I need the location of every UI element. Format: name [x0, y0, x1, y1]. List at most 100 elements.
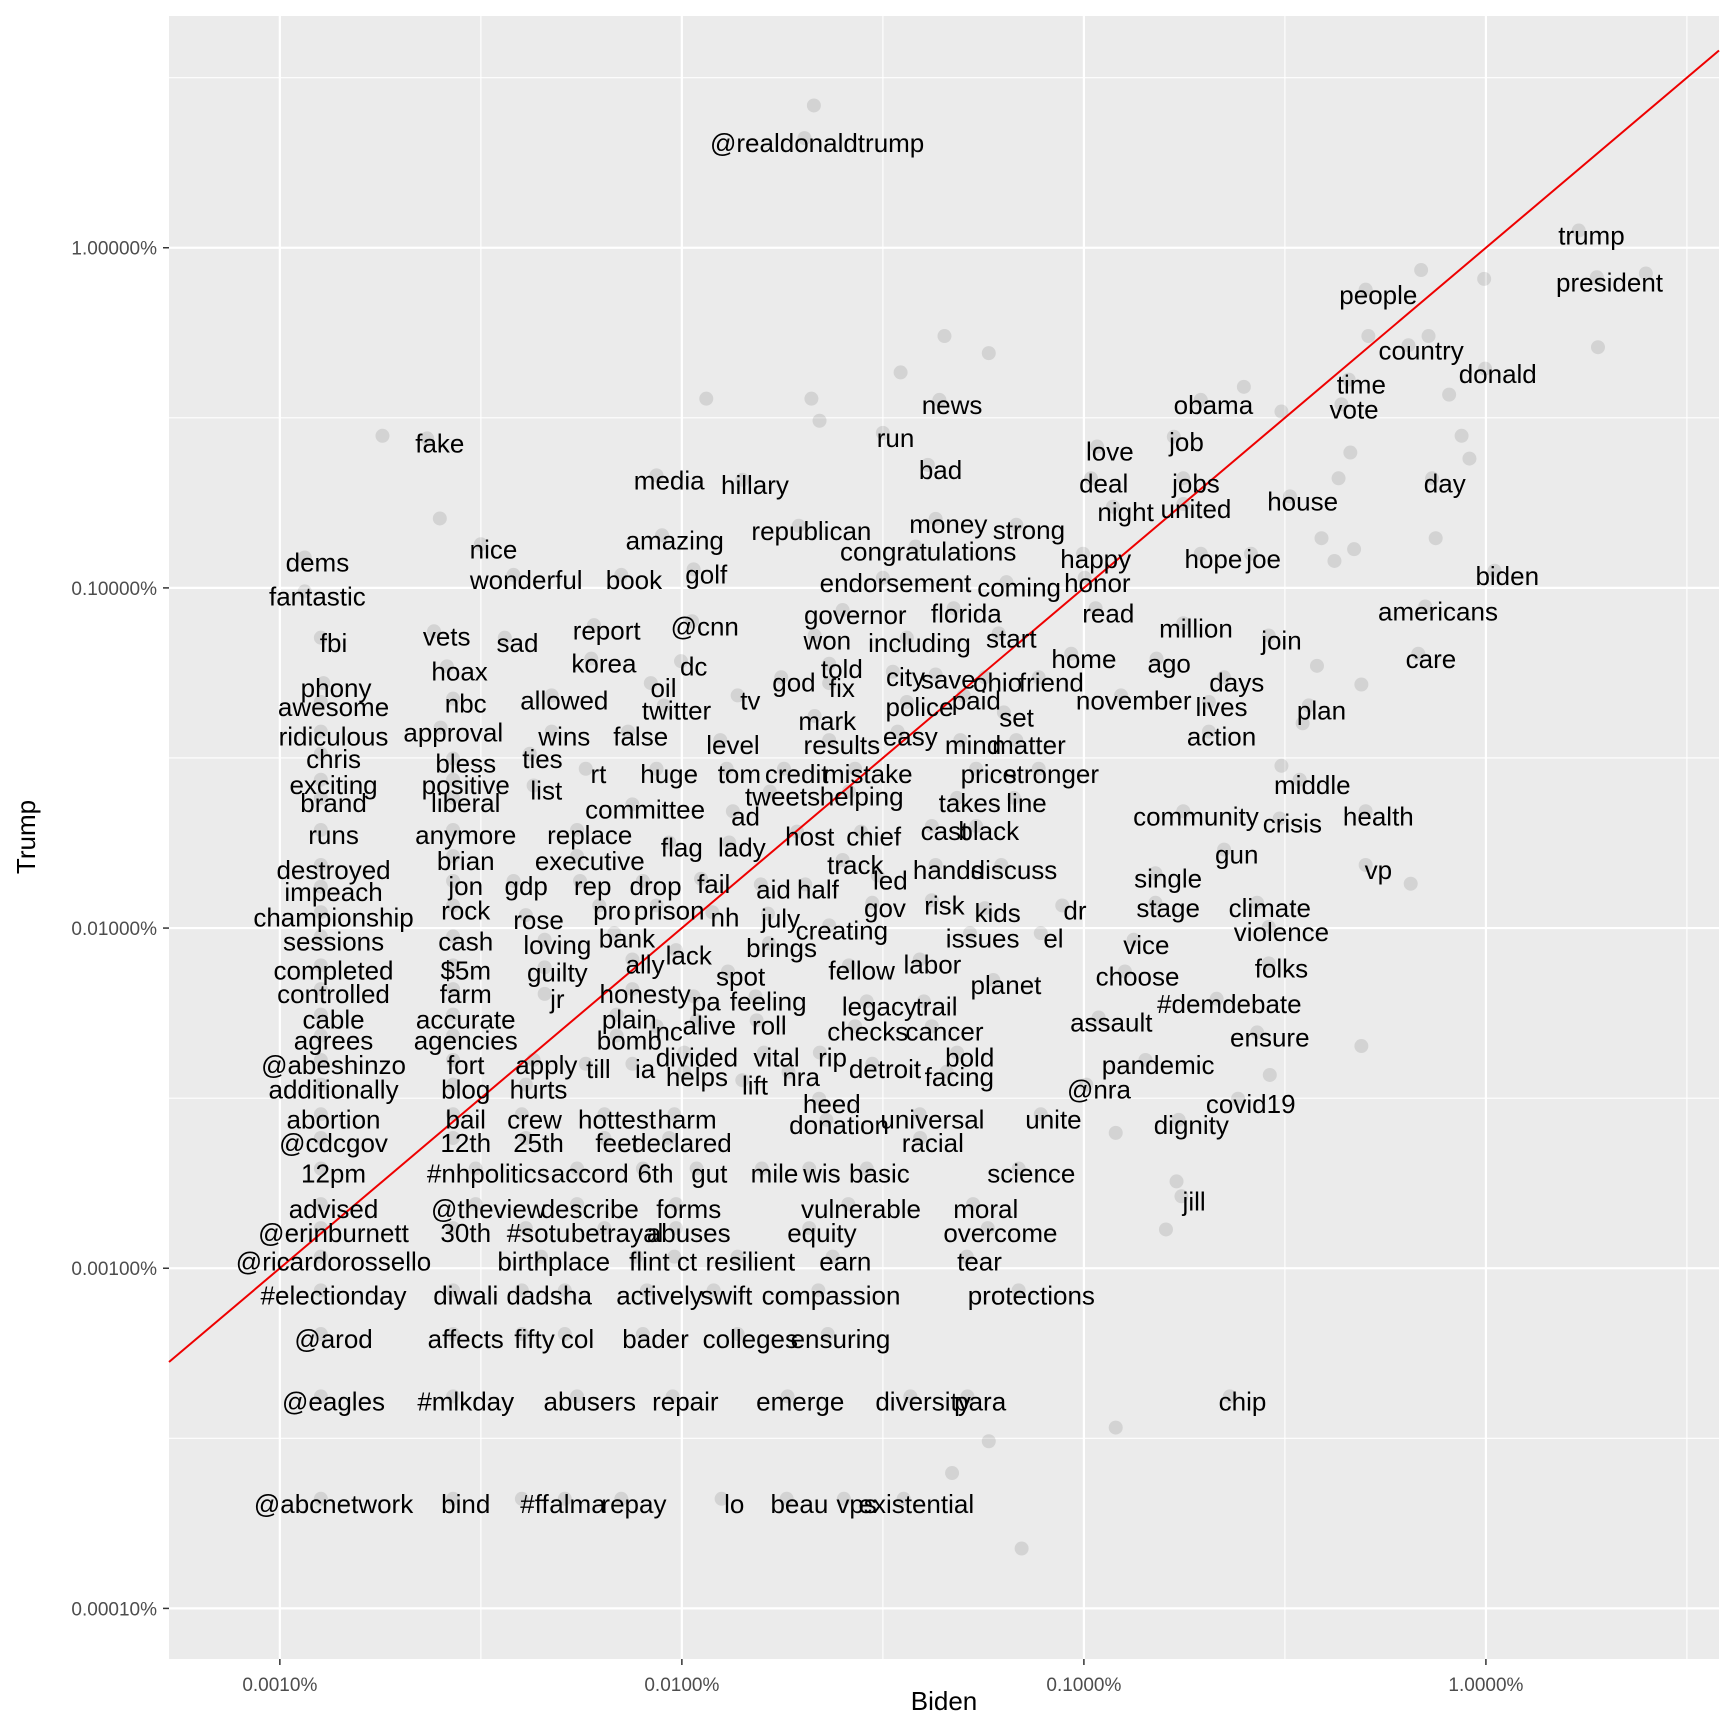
word-label: phony: [301, 673, 372, 703]
word-label: stage: [1136, 893, 1200, 923]
word-point: [667, 1107, 682, 1122]
word-label: led: [873, 866, 908, 896]
word-label: forms: [656, 1194, 721, 1224]
word-label: 30th: [440, 1218, 491, 1248]
word-label: abusers: [543, 1386, 636, 1416]
word-label: tear: [957, 1247, 1002, 1277]
word-label: days: [1209, 667, 1264, 697]
word-label: labor: [904, 950, 962, 980]
word-label: anymore: [415, 820, 516, 850]
word-label: care: [1406, 644, 1457, 674]
word-label: risk: [924, 890, 965, 920]
word-point: [689, 1161, 704, 1176]
word-point: [375, 428, 390, 443]
word-label: cash: [438, 927, 493, 957]
word-label: nc: [655, 1016, 682, 1046]
word-point: [313, 822, 328, 837]
y-tick-label: 0.00100%: [71, 1259, 157, 1280]
word-point: [420, 431, 435, 446]
word-point: [1217, 842, 1232, 857]
word-point: [1358, 282, 1373, 297]
word-point: [760, 906, 775, 921]
word-label: save: [921, 665, 976, 695]
word-point: [518, 908, 533, 923]
word-point: [913, 1130, 928, 1145]
word-label: nice: [470, 534, 518, 564]
word-label: declared: [632, 1128, 732, 1158]
word-label: fort: [447, 1050, 485, 1080]
word-point: [514, 1283, 529, 1298]
word-label: track: [827, 850, 884, 880]
word-point: [439, 659, 454, 674]
word-point: [912, 952, 927, 967]
word-point: [725, 804, 740, 819]
word-label: harm: [657, 1104, 716, 1134]
word-point: [1217, 670, 1232, 685]
plot-panel: [169, 16, 1719, 1659]
word-label: ties: [522, 744, 562, 774]
y-axis: 0.00010% 0.00100% 0.01000% 0.10000% 1.00000%: [71, 239, 169, 1620]
word-point: [924, 1019, 939, 1034]
word-point: [812, 1091, 827, 1106]
word-point: [1166, 429, 1181, 444]
word-point: [797, 131, 812, 146]
word-point: [313, 879, 328, 894]
word-point: [537, 932, 552, 947]
word-label: night: [1097, 497, 1154, 527]
word-label: existential: [859, 1489, 975, 1519]
word-point: [592, 898, 607, 913]
word-label: lives: [1196, 692, 1248, 722]
word-label: flag: [661, 833, 703, 863]
word-point: [313, 905, 328, 920]
word-label: @cdcgov: [279, 1128, 388, 1158]
word-label: divided: [656, 1043, 738, 1073]
word-label: el: [1043, 923, 1063, 953]
y-tick-label: 1.00000%: [71, 239, 157, 260]
word-label: chief: [846, 822, 902, 852]
word-point: [609, 1007, 624, 1022]
word-point: [1354, 677, 1369, 692]
word-point: [1105, 499, 1120, 514]
word-point: [1487, 563, 1502, 578]
word-point: [1169, 1174, 1184, 1189]
word-point: [812, 1045, 827, 1060]
word-point: [629, 1249, 644, 1264]
word-label: alma: [549, 1489, 606, 1519]
word-point: [689, 1013, 704, 1028]
word-label: fix: [829, 673, 855, 703]
word-label: deal: [1079, 468, 1128, 498]
word-label: nra: [782, 1062, 820, 1092]
word-point: [966, 1197, 981, 1212]
word-point: [969, 761, 984, 776]
word-point: [802, 1161, 817, 1176]
word-point: [514, 1327, 529, 1342]
word-point: [825, 1249, 840, 1264]
word-label: twitter: [642, 695, 712, 725]
word-point: [1261, 628, 1276, 643]
reference-line: [168, 49, 1720, 1363]
word-point: [446, 1491, 461, 1506]
word-point: [1425, 471, 1440, 486]
word-label: gut: [691, 1159, 728, 1189]
word-point: [522, 746, 537, 761]
word-label: alive: [683, 1010, 736, 1040]
word-point: [597, 1221, 612, 1236]
word-label: honor: [1064, 568, 1131, 598]
word-point: [1478, 361, 1493, 376]
word-label: people: [1339, 280, 1417, 310]
word-point: [953, 733, 968, 748]
word-point: [313, 1327, 328, 1342]
word-point: [848, 761, 863, 776]
word-label: book: [606, 565, 663, 595]
word-point: [578, 1056, 593, 1071]
word-point: [655, 528, 670, 543]
word-label: accurate: [416, 1005, 516, 1035]
word-label: sessions: [283, 927, 384, 957]
word-label: matter: [992, 730, 1066, 760]
word-point: [639, 1283, 654, 1298]
word-point: [875, 570, 890, 585]
word-label: cancer: [905, 1016, 983, 1046]
word-label: price: [961, 759, 1017, 789]
word-label: stronger: [1004, 759, 1100, 789]
word-label: jr: [549, 984, 565, 1014]
